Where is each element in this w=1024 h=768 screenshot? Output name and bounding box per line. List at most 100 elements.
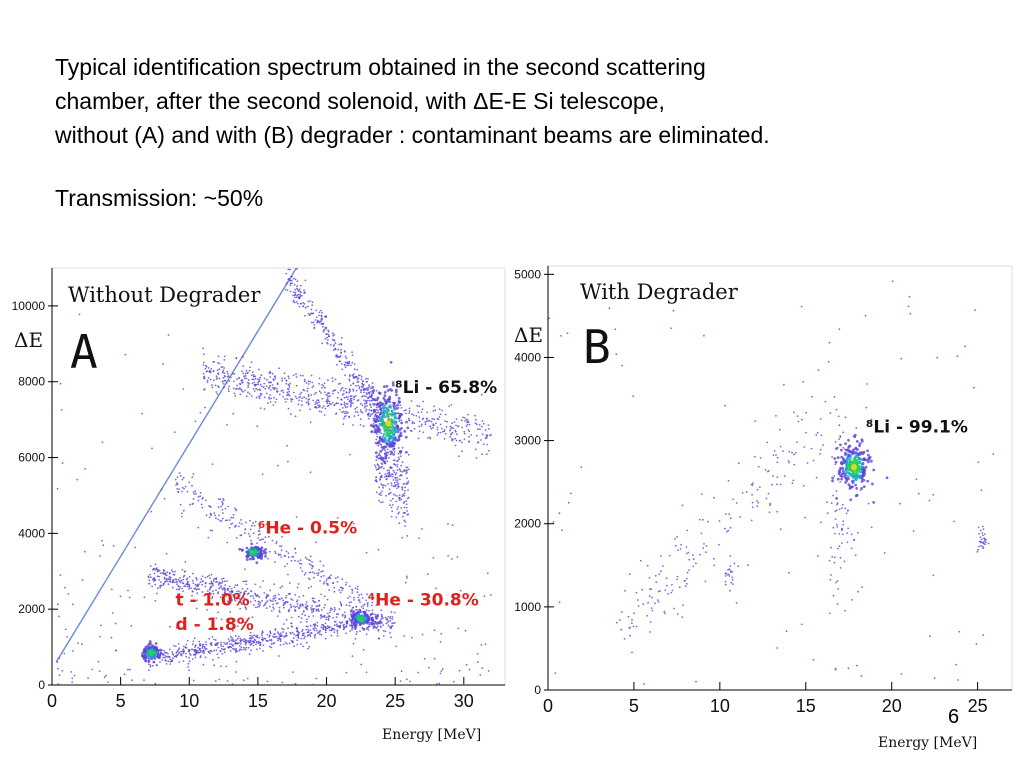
scatter-point [298, 297, 301, 300]
scatter-point [401, 486, 403, 488]
scatter-point [336, 630, 339, 632]
scatter-point [656, 599, 659, 601]
scatter-point [342, 625, 345, 628]
scatter-point [245, 642, 248, 644]
scatter-point [852, 448, 855, 452]
scatter-point [257, 395, 260, 398]
scatter-point [312, 312, 315, 315]
scatter-point [390, 611, 393, 614]
scatter-point [334, 608, 336, 611]
scatter-point [254, 583, 257, 586]
scatter-point [647, 601, 649, 604]
scatter-point [635, 591, 638, 594]
scatter-point [317, 399, 320, 402]
scatter-point [449, 436, 451, 438]
scatter-point [263, 408, 266, 410]
scatter-point [405, 450, 408, 454]
scatter-point [250, 639, 252, 642]
scatter-point [179, 475, 182, 477]
scatter-point [163, 576, 166, 579]
scatter-point [350, 384, 352, 387]
scatter-point [619, 619, 621, 621]
scatter-point [390, 636, 392, 639]
scatter-point [296, 600, 298, 603]
scatter-point [359, 402, 362, 405]
scatter-point [237, 592, 240, 595]
scatter-point [164, 656, 166, 659]
scatter-point [378, 430, 381, 434]
scatter-point [389, 491, 392, 494]
scatter-point [397, 506, 399, 508]
scatter-point [240, 649, 243, 651]
scatter-point [211, 636, 214, 638]
scatter-point [788, 461, 791, 464]
scatter-point [223, 359, 226, 361]
scatter-point [374, 451, 378, 455]
scatter-point [316, 624, 319, 627]
scatter-point [829, 578, 832, 581]
scatter-point [838, 545, 841, 548]
scatter-point [142, 648, 146, 651]
scatter-point [405, 503, 408, 506]
scatter-point [360, 593, 363, 596]
scatter-point [256, 388, 259, 391]
scatter-point [847, 453, 851, 457]
scatter-point [222, 376, 225, 379]
scatter-point [375, 604, 378, 606]
scatter-point [206, 370, 209, 373]
scatter-point [393, 471, 396, 474]
scatter-point [329, 626, 331, 628]
scatter-point [376, 435, 379, 438]
scatter-point [229, 643, 231, 645]
scatter-point [235, 388, 238, 390]
scatter-point [194, 656, 197, 659]
scatter-point [335, 623, 338, 626]
scatter-point [305, 625, 308, 628]
scatter-point [199, 581, 202, 584]
scatter-point [401, 470, 404, 473]
figure-caption: Typical identification spectrum obtained… [55, 50, 985, 152]
scatter-point [177, 643, 180, 645]
scatter-point [312, 599, 314, 602]
scatter-point [57, 667, 59, 670]
scatter-point [356, 406, 358, 409]
scatter-point [107, 681, 109, 683]
scatter-point [235, 509, 237, 512]
scatter-point [342, 393, 345, 395]
scatter-point [222, 517, 224, 520]
scatter-point [705, 545, 708, 547]
page-number: 6 [948, 706, 960, 728]
scatter-point [249, 528, 252, 531]
scatter-point [370, 396, 373, 399]
scatter-point [793, 463, 796, 466]
scatter-point [718, 543, 720, 546]
scatter-point [305, 620, 308, 623]
scatter-point [339, 601, 342, 603]
scatter-point [149, 650, 153, 653]
scatter-point [983, 539, 986, 542]
scatter-point [285, 382, 288, 385]
scatter-point [481, 667, 484, 670]
scatter-point [307, 401, 310, 403]
scatter-point [270, 397, 273, 400]
scatter-point [318, 410, 321, 413]
scatter-point [183, 650, 185, 652]
scatter-point [391, 622, 393, 625]
scatter-point [222, 369, 225, 372]
scatter-point [358, 594, 361, 596]
scatter-point [317, 574, 319, 577]
scatter-point [322, 405, 325, 407]
scatter-point [345, 625, 347, 628]
scatter-point [288, 582, 291, 584]
scatter-point [310, 585, 313, 588]
scatter-point [212, 584, 214, 587]
scatter-point [976, 550, 979, 553]
scatter-point [259, 394, 262, 397]
scatter-point [290, 616, 293, 619]
scatter-point [387, 620, 390, 622]
scatter-point [444, 432, 447, 435]
scatter-point [444, 420, 447, 422]
scatter-point [91, 668, 94, 671]
scatter-point [862, 469, 866, 473]
scatter-point [263, 592, 266, 594]
